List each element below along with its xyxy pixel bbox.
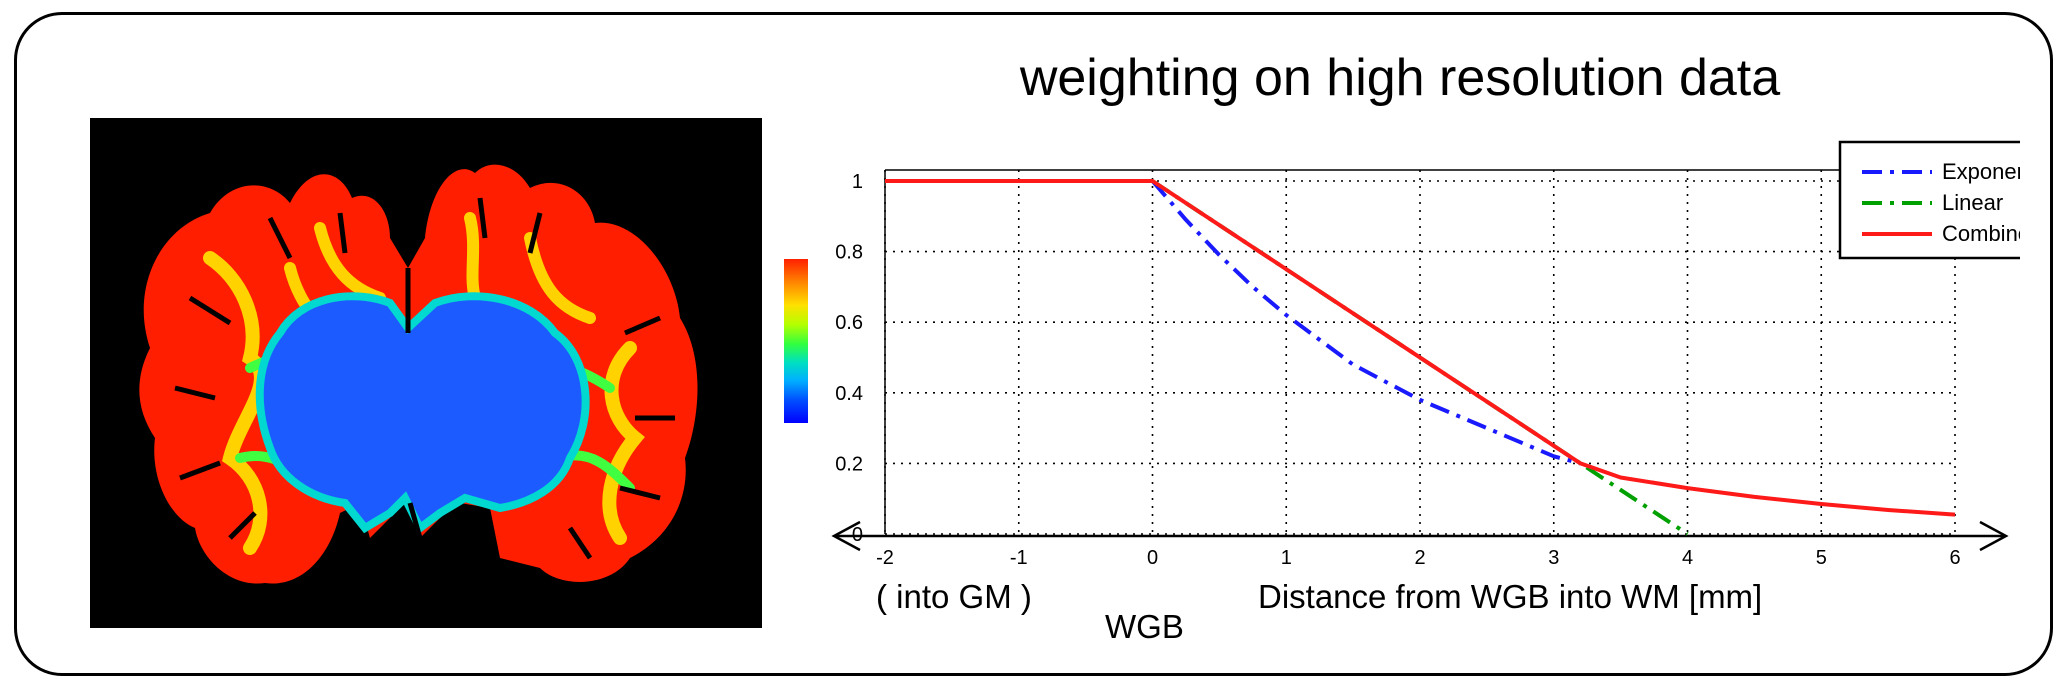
series-line-exponential — [1150, 179, 1582, 466]
figure-frame — [14, 12, 2053, 676]
weighting-line-chart: -2 -1 0 1 2 3 4 5 6 0 0.2 0.4 0.6 0.8 1 Exponential Lin… — [831, 140, 2020, 569]
axes — [831, 169, 2009, 552]
legend: Exponential Linear Combined — [1838, 140, 2020, 260]
x-axis-left-arrowhead — [831, 520, 861, 552]
x-axis-right-arrowhead — [1979, 520, 2009, 552]
x-tick-label: -2 — [876, 547, 894, 569]
legend-box — [1838, 140, 2020, 260]
series-line-combined — [885, 179, 1956, 517]
y-tick-label: 0.8 — [835, 242, 863, 264]
colorbar — [783, 258, 809, 424]
into-gm-label: ( into GM ) — [876, 578, 1032, 615]
tick-labels: -2 -1 0 1 2 3 4 5 6 0 0.2 0.4 0.6 0.8 1 — [835, 171, 1960, 569]
y-tick-label: 0.6 — [835, 312, 863, 334]
brain-weight-map: 1 0 — [90, 118, 841, 628]
x-tick-label: 4 — [1682, 547, 1693, 569]
legend-label-combined: Combined — [1942, 221, 2020, 246]
x-tick-label: 2 — [1414, 547, 1425, 569]
brain-slice-image — [139, 164, 698, 584]
chart-title: weighting on high resolution data — [1019, 49, 1781, 107]
legend-label-linear: Linear — [1942, 190, 2003, 215]
x-tick-label: 1 — [1281, 547, 1292, 569]
x-tick-label: 3 — [1548, 547, 1559, 569]
y-tick-label: 0 — [852, 524, 863, 546]
sulci — [174, 197, 675, 560]
series-lines — [885, 179, 1956, 536]
x-axis-label: Distance from WGB into WM [mm] — [1258, 578, 1763, 615]
x-tick-label: 0 — [1147, 547, 1158, 569]
wgb-label: WGB — [1105, 608, 1184, 645]
grid — [884, 170, 1956, 535]
colorbar-max-label: 1 — [818, 242, 837, 280]
colorbar-min-label: 0 — [822, 394, 841, 432]
y-tick-label: 1 — [852, 171, 863, 193]
white-matter-region — [255, 292, 590, 535]
x-tick-label: 5 — [1816, 547, 1827, 569]
y-tick-label: 0.2 — [835, 453, 863, 475]
y-tick-label: 0.4 — [835, 383, 863, 405]
x-tick-label: -1 — [1010, 547, 1028, 569]
x-tick-label: 6 — [1949, 547, 1960, 569]
legend-label-exponential: Exponential — [1942, 159, 2020, 184]
